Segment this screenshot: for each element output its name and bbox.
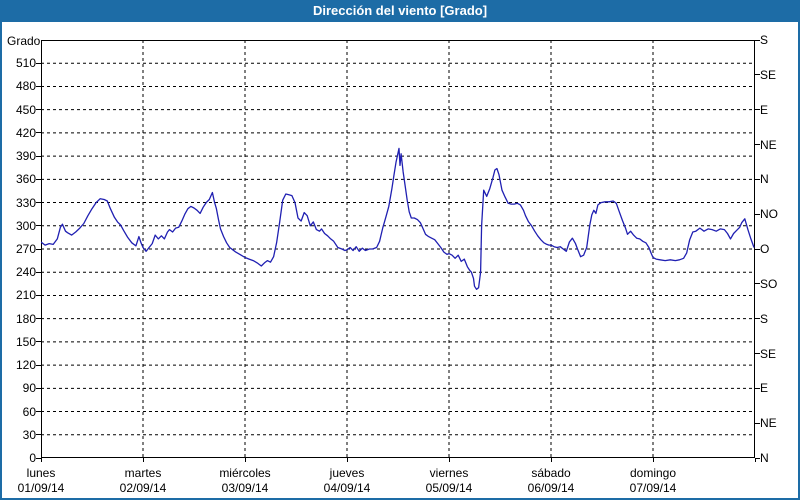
y-axis-left-tick (36, 387, 41, 389)
y-axis-left-label: 180 (15, 311, 36, 326)
y-axis-left-tick (36, 202, 41, 204)
y-axis-left-tick (36, 364, 41, 366)
y-axis-right-label: SE (760, 346, 777, 361)
y-axis-right-tick (755, 353, 760, 354)
y-axis-title: Grado (7, 34, 41, 48)
x-axis-date-label: 03/09/14 (221, 481, 269, 495)
x-axis-tick (550, 458, 552, 462)
y-axis-left-label: 0 (29, 451, 36, 465)
y-axis-left-label: 120 (15, 358, 36, 373)
y-axis-right-label: NE (760, 137, 777, 152)
chart-title-bar: Dirección del viento [Grado] (0, 0, 800, 22)
y-axis-left-tick (36, 248, 41, 250)
y-axis-right-tick (755, 387, 760, 389)
plot-frame-border (41, 40, 755, 458)
y-axis-left-tick (36, 178, 41, 180)
y-axis-left-tick (36, 457, 41, 459)
y-axis-left-tick (36, 411, 41, 413)
y-axis-left-tick (36, 85, 41, 87)
y-axis-right-label: N (760, 451, 769, 465)
y-axis-left-tick (36, 132, 41, 134)
y-axis-left-tick (36, 225, 41, 227)
y-axis-right-label: NE (760, 416, 777, 431)
y-axis-right-tick (755, 318, 760, 320)
x-axis-date-label: 07/09/14 (629, 481, 677, 495)
y-axis-right-label: NO (760, 207, 778, 222)
y-axis-left-label: 60 (22, 404, 36, 419)
y-axis-right-tick (755, 109, 760, 111)
y-axis-left-tick (36, 341, 41, 343)
y-axis-left-tick (36, 271, 41, 273)
x-axis-day-label: jueves (329, 466, 365, 480)
y-axis-left-label: 210 (15, 288, 36, 303)
y-axis-left-tick (36, 155, 41, 157)
y-axis-right-tick (755, 178, 760, 180)
y-axis-left-label: 240 (15, 265, 36, 280)
y-axis-right-tick (755, 283, 760, 285)
wind-direction-series-line (41, 147, 755, 290)
y-axis-right-label: SE (760, 67, 777, 82)
y-axis-right-label: E (760, 102, 769, 117)
y-axis-left-label: 90 (22, 381, 36, 396)
y-axis-left-label: 30 (22, 427, 36, 442)
y-axis-right-tick (755, 248, 760, 250)
y-axis-left-tick (36, 109, 41, 111)
y-axis-left-label: 420 (15, 125, 36, 140)
x-axis-date-label: 04/09/14 (323, 481, 371, 495)
x-axis-day-label: lunes (26, 466, 56, 480)
y-axis-left-label: 330 (15, 195, 36, 210)
wind-direction-line-chart (41, 40, 755, 458)
y-axis-right-label: SO (760, 276, 778, 291)
x-axis-day-label: sábado (531, 466, 571, 480)
x-axis-day-label: domingo (629, 466, 677, 480)
y-axis-left-label: 450 (15, 102, 36, 117)
y-axis-right-label: S (760, 311, 769, 326)
y-axis-right-tick (755, 457, 760, 459)
y-axis-left-label: 150 (15, 334, 36, 349)
y-axis-left-label: 480 (15, 79, 36, 94)
y-axis-left-tick (36, 294, 41, 296)
y-axis-right-tick (755, 422, 760, 424)
y-axis-right-tick (755, 39, 760, 41)
y-axis-right-tick (755, 213, 760, 215)
x-axis-tick (142, 458, 144, 462)
y-axis-left-label: 360 (15, 172, 36, 187)
y-axis-left-label: 300 (15, 218, 36, 233)
chart-title: Dirección del viento [Grado] (312, 3, 488, 18)
x-axis-tick (448, 458, 450, 462)
x-axis-day-label: miércoles (219, 466, 271, 480)
y-axis-left-label: 390 (15, 149, 36, 164)
y-axis-right-label: S (760, 33, 769, 47)
x-axis-tick (244, 458, 246, 462)
y-axis-right-tick (755, 74, 760, 76)
y-axis-left-tick (36, 434, 41, 436)
y-axis-right-label: N (760, 172, 769, 187)
x-axis-tick (346, 458, 348, 462)
y-axis-left-tick (36, 318, 41, 320)
x-axis-day-label: viernes (429, 466, 469, 480)
y-axis-right-label: E (760, 381, 769, 396)
y-axis-right-tick (755, 144, 760, 145)
y-axis-left-label: 270 (15, 242, 36, 256)
x-axis-date-label: 02/09/14 (119, 481, 167, 495)
y-axis-left-tick (36, 62, 41, 64)
x-axis-tick (652, 458, 654, 462)
x-axis-date-label: 01/09/14 (17, 481, 65, 495)
y-axis-right-label: O (760, 242, 770, 256)
x-axis-tick (754, 458, 756, 462)
y-axis-left-label: 510 (15, 56, 36, 71)
x-axis-date-label: 05/09/14 (425, 481, 473, 495)
x-axis-day-label: martes (124, 466, 162, 480)
x-axis-date-label: 06/09/14 (527, 481, 575, 495)
x-axis-tick (40, 458, 42, 462)
